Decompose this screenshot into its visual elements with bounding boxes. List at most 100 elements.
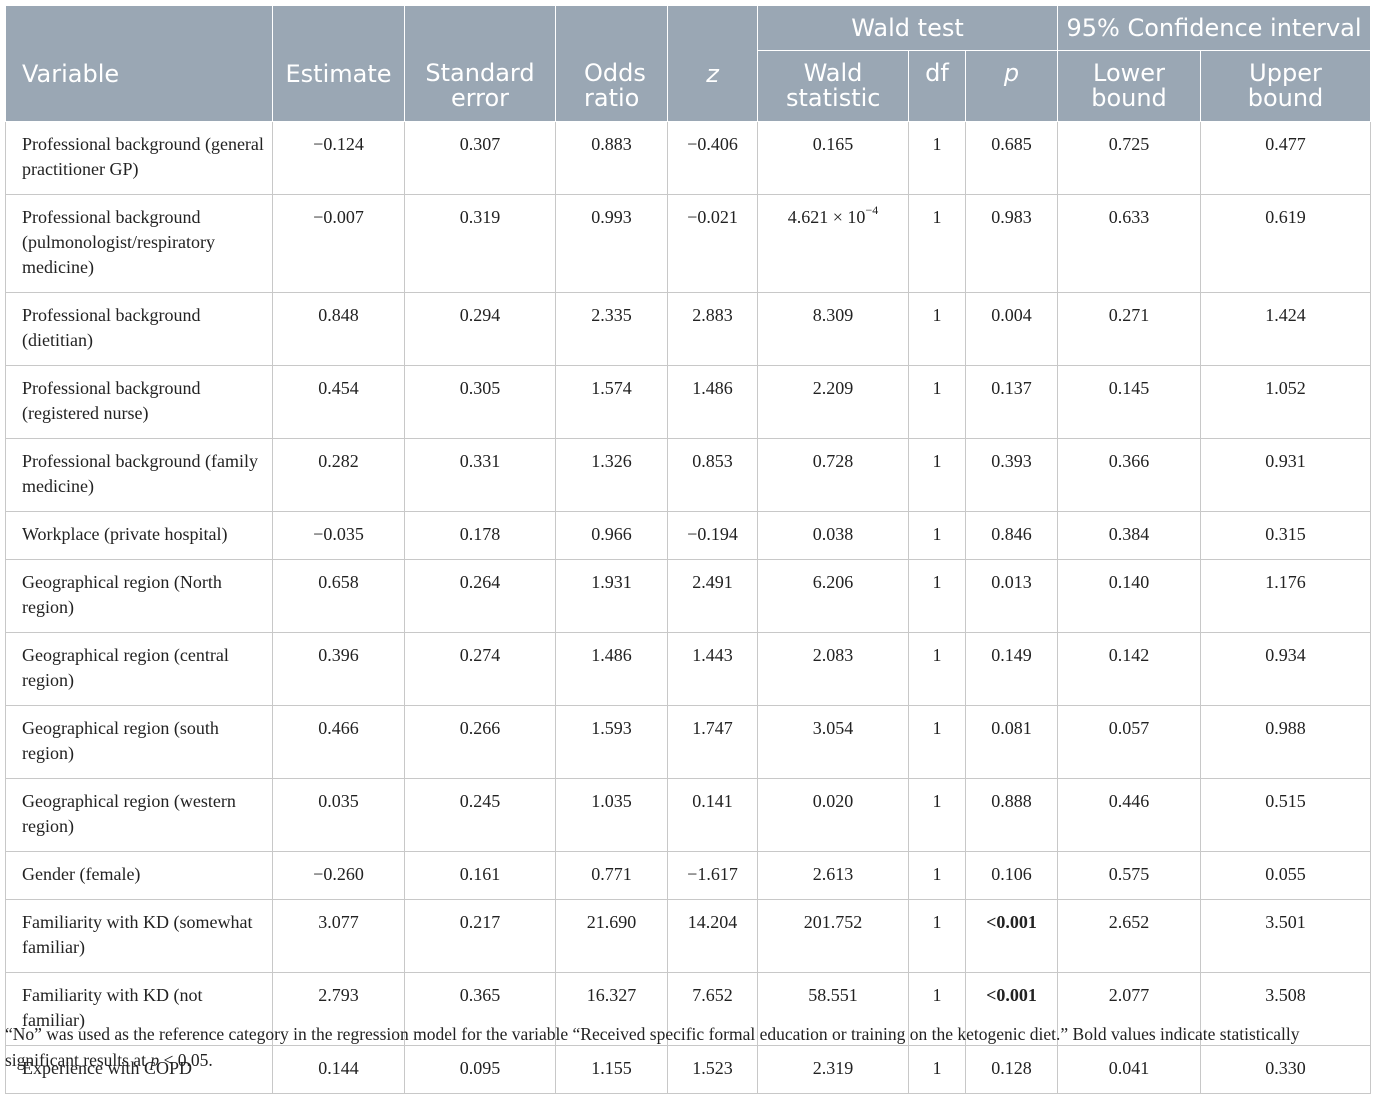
cell-upper-bound: 0.619 xyxy=(1199,194,1372,293)
cell-standard-error: 0.331 xyxy=(404,438,556,512)
cell-p: 0.393 xyxy=(965,438,1058,512)
table-row: Gender (female) −0.260 0.161 0.771 −1.61… xyxy=(5,851,1372,900)
cell-p: 0.106 xyxy=(965,851,1058,900)
col-header-upper-bound: Upper bound xyxy=(1199,50,1372,122)
cell-wald-statistic: 3.054 xyxy=(757,705,909,779)
cell-estimate: 0.466 xyxy=(272,705,405,779)
cell-df: 1 xyxy=(908,365,966,439)
cell-z: 2.883 xyxy=(667,292,758,366)
table-row: Familiarity with KD (somewhat familiar) … xyxy=(5,899,1372,973)
cell-upper-bound: 0.988 xyxy=(1199,705,1372,779)
cell-estimate: 3.077 xyxy=(272,899,405,973)
cell-p-significant: <0.001 xyxy=(965,972,1058,1046)
cell-lower-bound: 2.077 xyxy=(1057,972,1201,1046)
cell-lower-bound: 0.140 xyxy=(1057,559,1201,633)
cell-odds-ratio: 16.327 xyxy=(555,972,668,1046)
cell-odds-ratio: 1.574 xyxy=(555,365,668,439)
table-row: Geographical region (south region) 0.466… xyxy=(5,705,1372,779)
cell-df: 1 xyxy=(908,511,966,560)
cell-variable: Geographical region (western region) xyxy=(5,778,273,852)
cell-upper-bound: 0.315 xyxy=(1199,511,1372,560)
cell-upper-bound: 3.501 xyxy=(1199,899,1372,973)
cell-p: 0.137 xyxy=(965,365,1058,439)
cell-df: 1 xyxy=(908,121,966,195)
table-row: Professional background (family medicine… xyxy=(5,438,1372,512)
cell-estimate: −0.007 xyxy=(272,194,405,293)
cell-variable: Familiarity with KD (somewhat familiar) xyxy=(5,899,273,973)
cell-df: 1 xyxy=(908,632,966,706)
table-body: Professional background (general practit… xyxy=(5,121,1372,1094)
cell-df: 1 xyxy=(908,194,966,293)
cell-p: 0.983 xyxy=(965,194,1058,293)
cell-lower-bound: 0.145 xyxy=(1057,365,1201,439)
table-row: Professional background (registered nurs… xyxy=(5,365,1372,439)
cell-variable: Geographical region (south region) xyxy=(5,705,273,779)
cell-df: 1 xyxy=(908,292,966,366)
cell-odds-ratio: 1.486 xyxy=(555,632,668,706)
cell-lower-bound: 0.384 xyxy=(1057,511,1201,560)
cell-lower-bound: 0.142 xyxy=(1057,632,1201,706)
table-row: Professional background (pulmonologist/r… xyxy=(5,194,1372,293)
cell-z: 0.141 xyxy=(667,778,758,852)
cell-wald-statistic: 2.209 xyxy=(757,365,909,439)
table-header: Variable Estimate Standard error Odds ra… xyxy=(5,5,1372,122)
cell-z: −0.406 xyxy=(667,121,758,195)
cell-p: 0.888 xyxy=(965,778,1058,852)
cell-z: 14.204 xyxy=(667,899,758,973)
cell-lower-bound: 0.446 xyxy=(1057,778,1201,852)
cell-standard-error: 0.274 xyxy=(404,632,556,706)
cell-standard-error: 0.294 xyxy=(404,292,556,366)
cell-df: 1 xyxy=(908,899,966,973)
cell-standard-error: 0.319 xyxy=(404,194,556,293)
cell-upper-bound: 1.424 xyxy=(1199,292,1372,366)
cell-variable: Professional background (general practit… xyxy=(5,121,273,195)
col-group-confidence-interval: 95% Confidence interval xyxy=(1056,5,1372,51)
cell-standard-error: 0.264 xyxy=(404,559,556,633)
cell-variable: Professional background (family medicine… xyxy=(5,438,273,512)
cell-z: 2.491 xyxy=(667,559,758,633)
cell-p: 0.004 xyxy=(965,292,1058,366)
wald-exponent: −4 xyxy=(865,203,879,217)
cell-lower-bound: 0.271 xyxy=(1057,292,1201,366)
cell-wald-statistic: 0.728 xyxy=(757,438,909,512)
cell-standard-error: 0.307 xyxy=(404,121,556,195)
cell-estimate: 0.848 xyxy=(272,292,405,366)
cell-upper-bound: 0.515 xyxy=(1199,778,1372,852)
col-header-standard-error: Standard error xyxy=(404,5,556,122)
cell-estimate: 0.658 xyxy=(272,559,405,633)
cell-z: −1.617 xyxy=(667,851,758,900)
cell-p: 0.846 xyxy=(965,511,1058,560)
cell-upper-bound: 1.052 xyxy=(1199,365,1372,439)
col-header-df: df xyxy=(908,50,966,122)
cell-variable: Professional background (registered nurs… xyxy=(5,365,273,439)
cell-variable: Geographical region (North region) xyxy=(5,559,273,633)
cell-odds-ratio: 0.993 xyxy=(555,194,668,293)
cell-z: 1.443 xyxy=(667,632,758,706)
cell-standard-error: 0.305 xyxy=(404,365,556,439)
cell-standard-error: 0.266 xyxy=(404,705,556,779)
cell-lower-bound: 0.057 xyxy=(1057,705,1201,779)
cell-df: 1 xyxy=(908,778,966,852)
table-row: Geographical region (central region) 0.3… xyxy=(5,632,1372,706)
cell-wald-statistic: 2.613 xyxy=(757,851,909,900)
table-row: Geographical region (western region) 0.0… xyxy=(5,778,1372,852)
cell-standard-error: 0.217 xyxy=(404,899,556,973)
cell-odds-ratio: 1.931 xyxy=(555,559,668,633)
cell-standard-error: 0.178 xyxy=(404,511,556,560)
results-table-container: Variable Estimate Standard error Odds ra… xyxy=(5,5,1372,1094)
regression-results-table: Variable Estimate Standard error Odds ra… xyxy=(5,5,1372,1094)
cell-standard-error: 0.245 xyxy=(404,778,556,852)
table-row: Professional background (general practit… xyxy=(5,121,1372,195)
cell-z: 0.853 xyxy=(667,438,758,512)
cell-p: 0.013 xyxy=(965,559,1058,633)
cell-variable: Geographical region (central region) xyxy=(5,632,273,706)
wald-base: 4.621 × 10 xyxy=(787,207,866,227)
cell-odds-ratio: 1.035 xyxy=(555,778,668,852)
table-row: Geographical region (North region) 0.658… xyxy=(5,559,1372,633)
cell-df: 1 xyxy=(908,705,966,779)
cell-variable: Professional background (pulmonologist/r… xyxy=(5,194,273,293)
cell-odds-ratio: 1.326 xyxy=(555,438,668,512)
cell-odds-ratio: 2.335 xyxy=(555,292,668,366)
cell-df: 1 xyxy=(908,559,966,633)
cell-upper-bound: 3.508 xyxy=(1199,972,1372,1046)
